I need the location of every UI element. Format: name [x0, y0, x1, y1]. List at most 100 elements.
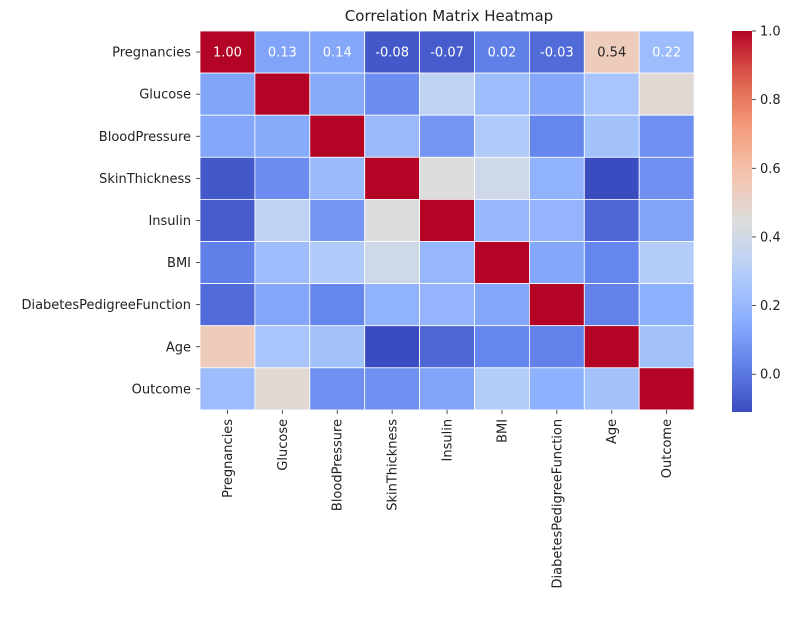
- heatmap-cell: [638, 325, 695, 369]
- colorbar: 0.0 0.2 0.4 0.6 0.8 1.0: [732, 25, 781, 412]
- colorbar-tick-label: 0.6: [760, 162, 781, 177]
- column-label: Age: [605, 419, 620, 444]
- column-label: Outcome: [660, 419, 675, 478]
- heatmap-cell: [419, 72, 475, 116]
- row-label: Insulin: [148, 214, 191, 229]
- column-label: BloodPressure: [331, 419, 346, 511]
- heatmap-cell: [364, 325, 421, 369]
- heatmap-cell: [199, 72, 256, 116]
- cell-value-label: -0.08: [375, 46, 409, 61]
- heatmap-cell: [309, 114, 366, 158]
- heatmap-cell: [474, 114, 530, 158]
- heatmap-cell: [638, 241, 695, 284]
- heatmap-cell: [583, 325, 640, 369]
- row-label: Age: [166, 340, 191, 355]
- heatmap-cell: [419, 156, 475, 200]
- colorbar-gradient: [732, 31, 752, 412]
- heatmap-cell: [419, 198, 475, 242]
- colorbar-tick-label: 1.0: [760, 25, 781, 40]
- heatmap-annotations: 1.00 0.13 0.14 -0.08 -0.07 0.02 -0.03 0.54 0.22: [213, 46, 681, 61]
- heatmap-cell: [199, 325, 256, 369]
- heatmap-cell: [309, 283, 366, 327]
- colorbar-tick-label: 0.2: [760, 299, 781, 314]
- heatmap-cell: [583, 198, 640, 242]
- heatmap-cell: [419, 325, 475, 369]
- heatmap-cell: [419, 367, 475, 411]
- heatmap-cell: [309, 156, 366, 200]
- row-label: BloodPressure: [99, 130, 191, 145]
- heatmap-cell: [583, 156, 640, 200]
- column-label: SkinThickness: [386, 419, 401, 511]
- column-labels: Pregnancies Glucose BloodPressure SkinThick…: [221, 409, 675, 589]
- heatmap-cell: [199, 114, 256, 158]
- row-label: Glucose: [139, 88, 191, 103]
- heatmap-cell: [583, 114, 640, 158]
- heatmap-cell: [254, 198, 311, 242]
- heatmap-cell: [364, 72, 421, 116]
- heatmap-cell: [529, 325, 585, 369]
- colorbar-tick-label: 0.8: [760, 93, 781, 108]
- heatmap-cell: [364, 367, 421, 411]
- heatmap-cell: [419, 283, 475, 327]
- heatmap-cell: [583, 367, 640, 411]
- heatmap-cell: [474, 367, 530, 411]
- row-label: SkinThickness: [99, 172, 191, 187]
- cell-value-label: 1.00: [213, 46, 242, 61]
- heatmap-cell: [364, 198, 421, 242]
- heatmap-cell: [254, 241, 311, 284]
- heatmap-cell: [199, 156, 256, 200]
- heatmap-cell: [254, 283, 311, 327]
- heatmap-cell: [309, 72, 366, 116]
- row-label: BMI: [167, 256, 191, 271]
- row-label: Pregnancies: [112, 46, 191, 61]
- heatmap-cell: [474, 198, 530, 242]
- heatmap-cell: [474, 156, 530, 200]
- heatmap-cell: [529, 198, 585, 242]
- heatmap-cell: [254, 367, 311, 411]
- heatmap-cell: [583, 72, 640, 116]
- heatmap-cell: [529, 367, 585, 411]
- cell-value-label: -0.07: [430, 46, 464, 61]
- cell-value-label: -0.03: [540, 46, 574, 61]
- column-label: Insulin: [441, 419, 456, 462]
- row-labels: Pregnancies Glucose BloodPressure SkinThick…: [21, 46, 200, 397]
- heatmap-cell: [364, 114, 421, 158]
- heatmap-cell: [254, 30, 311, 74]
- heatmap-cell: [254, 156, 311, 200]
- heatmap-cell: [638, 367, 695, 411]
- column-label: DiabetesPedigreeFunction: [550, 419, 565, 589]
- heatmap-cell: [199, 241, 256, 284]
- colorbar-tick-label: 0.4: [760, 230, 781, 245]
- heatmap-cell: [364, 156, 421, 200]
- heatmap-cell: [199, 30, 256, 74]
- cell-value-label: 0.13: [268, 46, 297, 61]
- row-label: Outcome: [132, 382, 191, 397]
- heatmap-cell: [638, 156, 695, 200]
- heatmap-cell: [474, 30, 530, 74]
- heatmap-cell: [638, 72, 695, 116]
- heatmap-cell: [199, 367, 256, 411]
- heatmap-cell: [474, 283, 530, 327]
- heatmap-cell: [638, 198, 695, 242]
- heatmap-cell: [474, 241, 530, 284]
- heatmap-cell: [309, 367, 366, 411]
- heatmap-cell: [529, 72, 585, 116]
- heatmap-cell: [254, 114, 311, 158]
- heatmap-cell: [583, 241, 640, 284]
- heatmap-cell: [364, 241, 421, 284]
- colorbar-tick-label: 0.0: [760, 368, 781, 383]
- column-label: Pregnancies: [221, 419, 236, 498]
- heatmap-cell: [638, 283, 695, 327]
- heatmap-cell: [309, 241, 366, 284]
- cell-value-label: 0.54: [597, 46, 626, 61]
- heatmap-cell: [419, 241, 475, 284]
- heatmap-cell: [529, 156, 585, 200]
- heatmap-cell: [474, 325, 530, 369]
- heatmap-cell: [309, 198, 366, 242]
- heatmap-cell: [309, 30, 366, 74]
- heatmap-cell: [474, 72, 530, 116]
- cell-value-label: 0.14: [323, 46, 352, 61]
- heatmap-cell: [583, 30, 640, 74]
